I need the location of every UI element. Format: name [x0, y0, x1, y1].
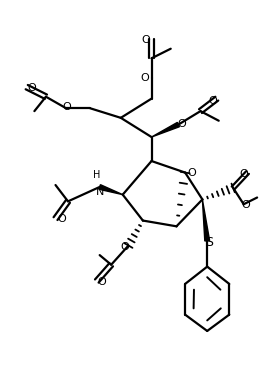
Text: O: O [141, 35, 150, 45]
Text: S: S [205, 236, 213, 249]
Text: O: O [63, 102, 71, 112]
Text: O: O [141, 73, 149, 83]
Text: H: H [93, 170, 101, 180]
Text: O: O [97, 277, 106, 287]
Text: N: N [95, 187, 104, 197]
Text: O: O [188, 167, 196, 177]
Text: O: O [239, 170, 248, 179]
Polygon shape [202, 199, 210, 241]
Text: O: O [57, 214, 66, 224]
Text: O: O [27, 83, 36, 93]
Polygon shape [99, 185, 123, 195]
Polygon shape [151, 122, 179, 137]
Text: O: O [177, 119, 186, 129]
Text: O: O [209, 96, 217, 106]
Text: O: O [120, 243, 129, 253]
Text: O: O [241, 200, 250, 210]
